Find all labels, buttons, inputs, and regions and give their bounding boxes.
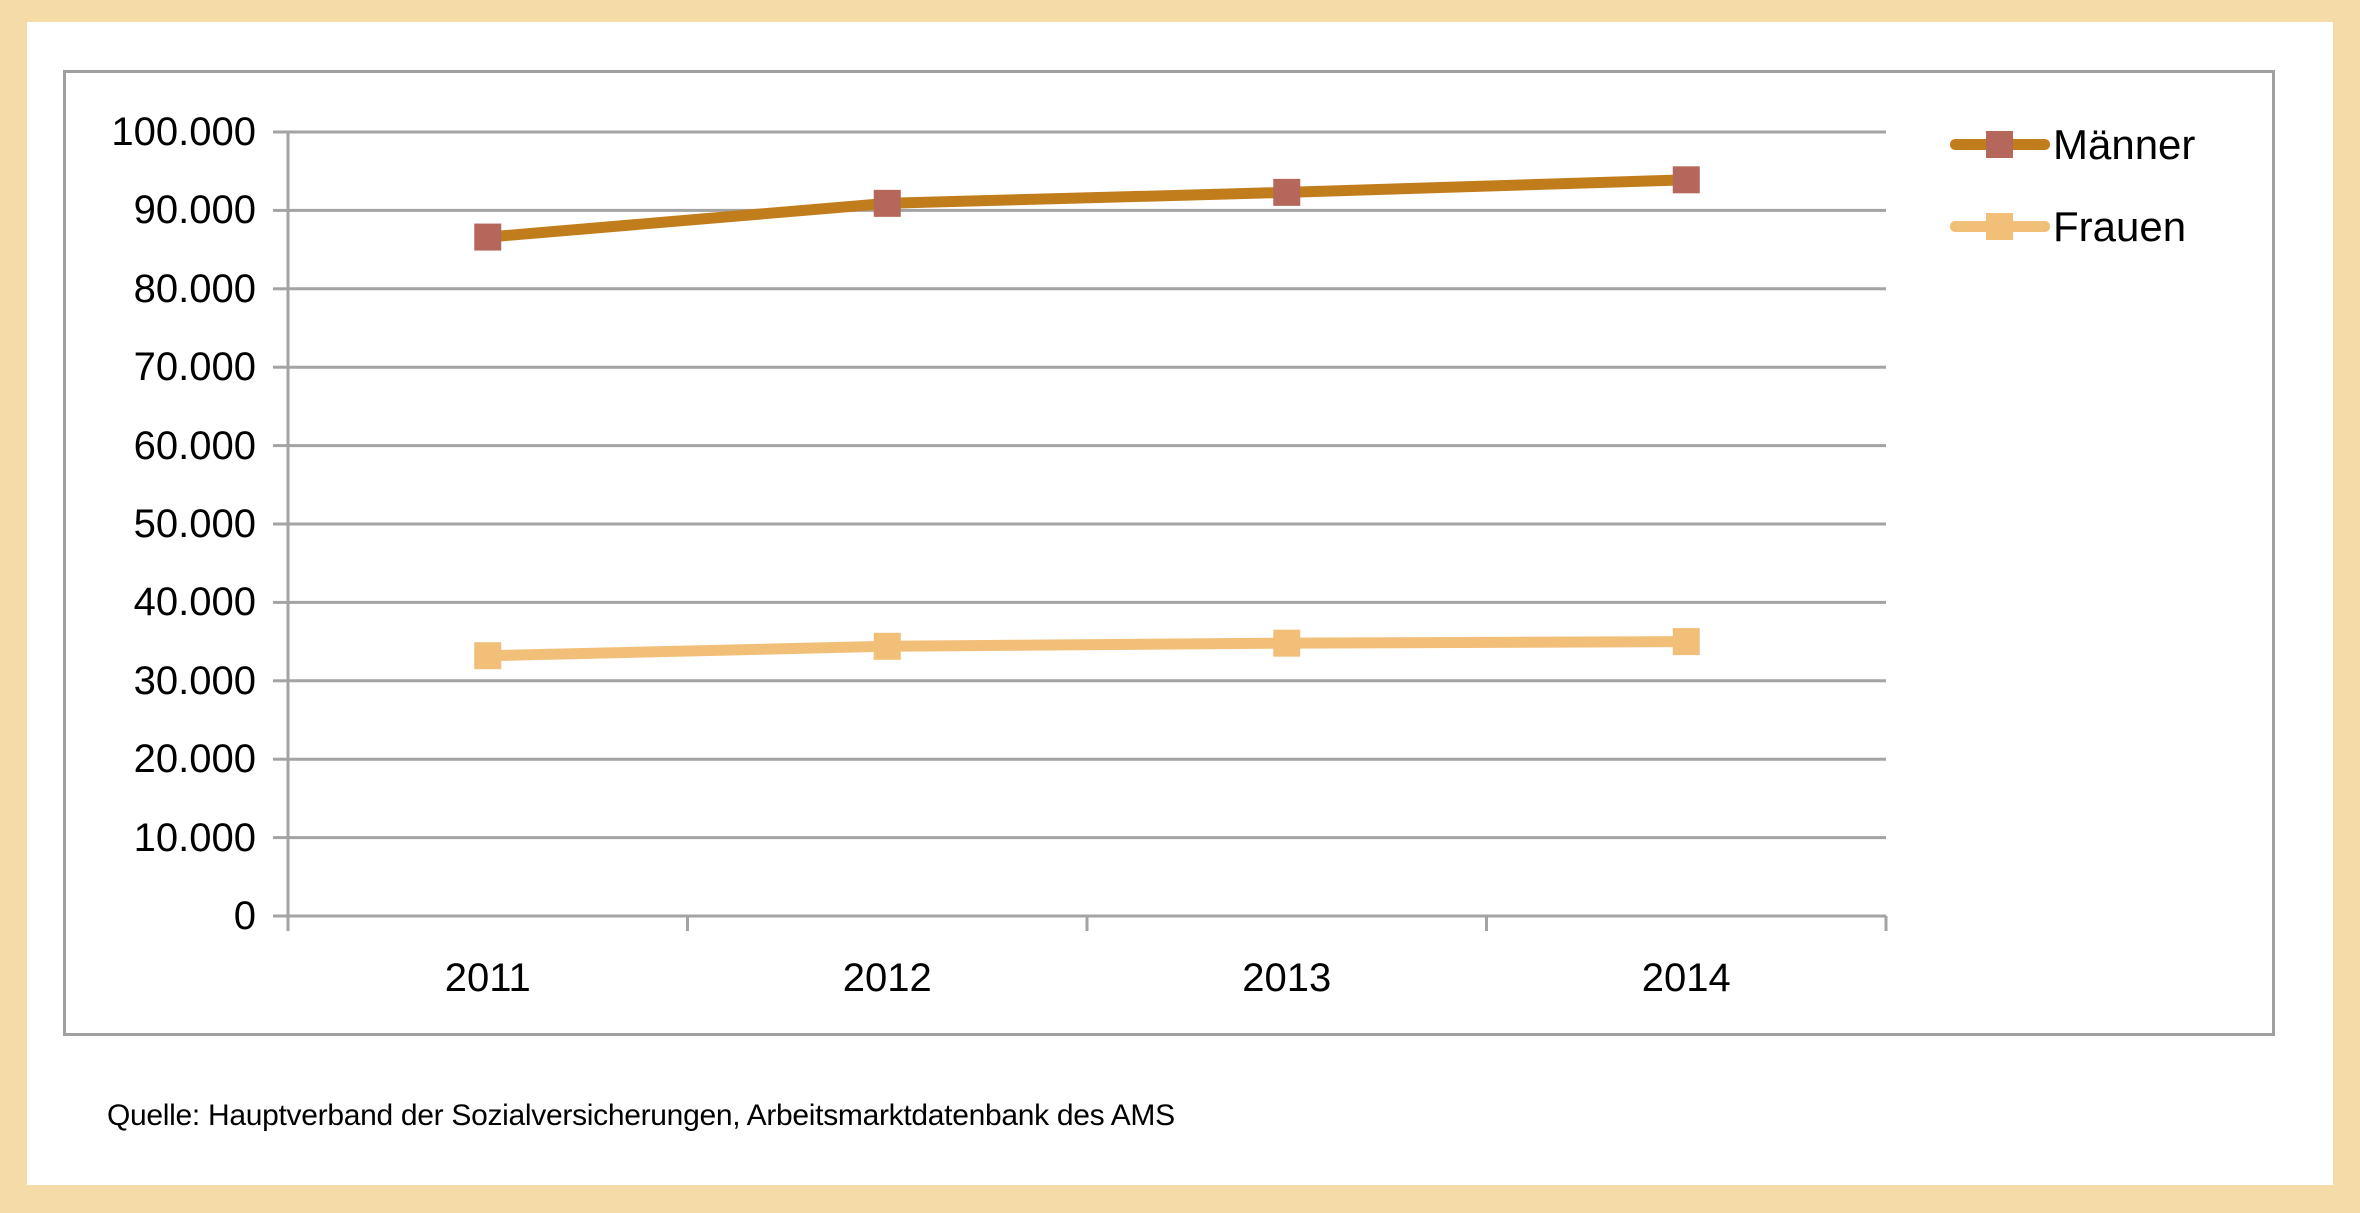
y-axis-tick-label: 20.000 xyxy=(133,737,256,782)
axes xyxy=(286,132,1888,931)
y-axis-tick-label: 100.000 xyxy=(111,110,256,154)
y-axis-tick-label: 30.000 xyxy=(133,658,256,703)
x-axis-tick-label: 2013 xyxy=(1242,956,1332,1000)
data-point-marker xyxy=(873,632,901,660)
series-line-männer xyxy=(487,174,1687,243)
y-axis-tick-label: 10.000 xyxy=(133,815,256,860)
y-axis-tick-label: 80.000 xyxy=(133,266,256,311)
series-line-frauen xyxy=(487,636,1687,662)
data-point-marker xyxy=(873,189,901,217)
source-note: Quelle: Hauptverband der Sozialversicher… xyxy=(107,1099,1175,1132)
series-frauen xyxy=(474,628,1700,670)
legend-item-frauen: Frauen xyxy=(1950,203,2195,251)
y-axis-tick-label: 40.000 xyxy=(133,580,256,625)
x-axis-tick-label: 2012 xyxy=(842,956,932,1000)
data-point-marker xyxy=(474,642,502,670)
data-point-marker xyxy=(1273,178,1301,206)
legend-marker-icon xyxy=(1986,131,2013,158)
legend-swatch-icon xyxy=(1950,121,2050,169)
y-axis-tick-label: 60.000 xyxy=(133,423,256,468)
y-axis-tick-label: 50.000 xyxy=(133,502,256,546)
data-point-marker xyxy=(1672,166,1700,194)
content-panel: 0 10.000 20.000 30.000 40.000 50.000 60.000 70.… xyxy=(27,22,2333,1185)
data-point-marker xyxy=(1672,628,1700,656)
x-axis-tick-label: 2014 xyxy=(1641,956,1731,1000)
x-axis-tick-label: 2011 xyxy=(444,956,531,1000)
legend-swatch-icon xyxy=(1950,203,2050,251)
plot-svg xyxy=(273,130,1888,931)
y-axis-tick-label: 0 xyxy=(233,894,256,938)
series-männer xyxy=(474,166,1700,251)
y-axis-tick-label: 90.000 xyxy=(133,188,256,233)
legend-marker-icon xyxy=(1986,213,2013,240)
data-point-marker xyxy=(474,223,502,251)
legend-label: Frauen xyxy=(2053,203,2187,250)
legend-label: Männer xyxy=(2053,121,2196,168)
data-point-marker xyxy=(1273,629,1301,657)
legend-item-männer: Männer xyxy=(1950,121,2195,169)
chart-frame: 0 10.000 20.000 30.000 40.000 50.000 60.000 70.… xyxy=(63,70,2275,1036)
legend: Männer Frauen xyxy=(1950,121,2195,251)
y-axis-tick-label: 70.000 xyxy=(133,345,256,390)
gridlines xyxy=(273,130,1886,918)
